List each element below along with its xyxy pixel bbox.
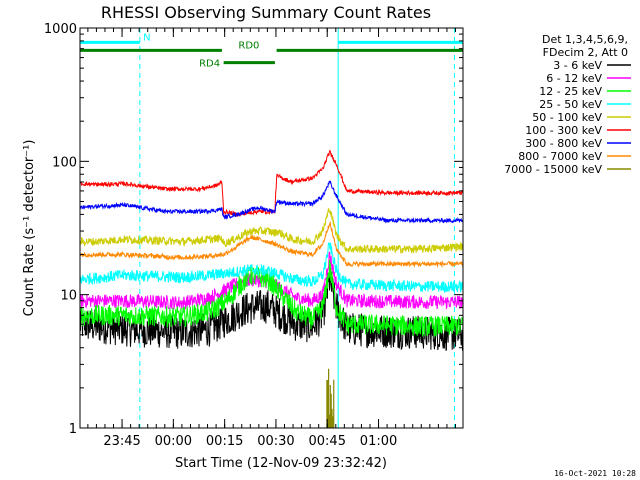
y-axis-label: Count Rate (s⁻¹ detector⁻¹) [22,140,37,317]
series-line [80,241,463,294]
x-tick-label: 00:15 [206,434,243,449]
series-line [80,220,463,269]
x-tick-label: 23:45 [103,434,140,449]
y-tick-label: 100 [52,155,77,170]
legend-entry: 800 - 7000 keV [518,150,602,163]
legend: Det 1,3,4,5,6,9,FDecim 2, Att 03 - 6 keV… [504,33,631,176]
flag-label: RD0 [238,40,259,51]
x-tick-label: 00:45 [309,434,346,449]
series-line [80,259,463,337]
legend-entry: 12 - 25 keV [539,85,602,98]
x-tick-label: 00:00 [155,434,192,449]
series-line [80,208,463,254]
legend-entry: 50 - 100 keV [532,111,602,124]
legend-entry: 6 - 12 keV [546,72,602,85]
flag-label: RD4 [199,59,220,70]
legend-entry: 25 - 50 keV [539,98,602,111]
y-tick-label: 10 [60,289,77,304]
legend-entry: 100 - 300 keV [525,124,602,137]
x-axis: 23:45 00:00 00:15 00:30 00:45 01:00 [87,28,456,449]
plot-frame [79,27,464,429]
flag-label: N [143,32,150,43]
flag-layer: N RD0 RD4 [80,32,463,70]
y-tick-label: 1000 [44,22,77,37]
legend-entry: 300 - 800 keV [525,137,602,150]
x-tick-label: 00:30 [257,434,294,449]
chart-title: RHESSI Observing Summary Count Rates [101,3,431,22]
legend-header: FDecim 2, Att 0 [543,46,628,59]
y-tick-label: 1 [69,422,77,437]
legend-header: Det 1,3,4,5,6,9, [542,33,628,46]
x-tick-label: 01:00 [360,434,397,449]
series-line [80,268,463,351]
series-line [80,180,463,224]
timestamp: 16-Oct-2021 10:28 [554,469,636,478]
legend-entry: 7000 - 15000 keV [504,163,602,176]
series-layer [80,149,463,428]
x-axis-label: Start Time (12-Nov-09 23:32:42) [175,456,387,471]
legend-entry: 3 - 6 keV [553,59,602,72]
